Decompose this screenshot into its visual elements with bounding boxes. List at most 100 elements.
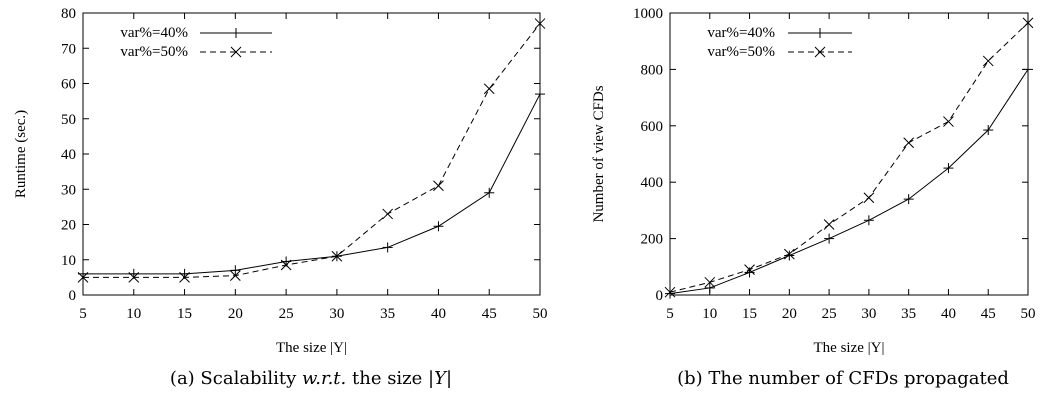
series-2-point [77, 272, 89, 283]
x-tick-label: 25 [822, 306, 837, 322]
series-2-point [704, 276, 716, 288]
x-tick-label: 10 [702, 306, 717, 322]
series-1-point [535, 89, 545, 100]
series-2-point [903, 137, 915, 149]
legend-marker-2 [230, 46, 242, 58]
legend-label-1: var%=40% [120, 25, 188, 41]
series-2-point [179, 272, 190, 283]
y-tick-label: 10 [61, 253, 76, 269]
y-axis-label: Runtime (sec.) [13, 110, 29, 198]
y-tick-label: 200 [641, 232, 664, 248]
caption-a-math: |Y| [428, 368, 452, 389]
chart-runtime: 5 10 15 20 25 30 35 40 45 50 0 10 20 30 40 50 60 70 80 The… [13, 6, 548, 356]
y-tick-label: 0 [69, 288, 77, 304]
x-axis-label: The size |Y| [276, 340, 347, 356]
caption-a: (a) Scalability w.r.t. the size |Y| [170, 368, 452, 389]
x-tick-label: 40 [941, 306, 956, 322]
x-tick-label: 35 [380, 306, 395, 322]
x-tick-label: 30 [329, 306, 344, 322]
x-tick-label: 15 [742, 306, 757, 322]
series-2-point [943, 116, 954, 127]
x-tick-label: 30 [861, 306, 876, 322]
series-1-point [665, 288, 675, 299]
y-tick-label: 70 [61, 41, 76, 57]
series-1-point [824, 233, 835, 244]
series-2-point [783, 248, 795, 260]
series-line-2 [83, 23, 541, 278]
caption-b: (b) The number of CFDs propagated [677, 368, 1009, 389]
y-tick-label: 0 [656, 288, 664, 304]
y-tick-label: 80 [61, 6, 76, 22]
series-2-point [863, 192, 875, 204]
caption-a-prefix: (a) Scalability [170, 368, 302, 389]
x-tick-label: 45 [981, 306, 996, 322]
series-1-point [484, 187, 495, 198]
series-1-point [382, 242, 393, 253]
series-1-point [704, 282, 715, 293]
caption-a-italic: w.r.t. [302, 368, 346, 389]
legend-marker-1 [231, 28, 241, 38]
x-tick-label: 40 [431, 306, 446, 322]
legend: var%=40% var%=50% [120, 25, 272, 60]
x-axis-label: The size |Y| [814, 340, 885, 356]
series-2-point [229, 270, 241, 281]
x-tick-label: 50 [1021, 306, 1036, 322]
y-tick-label: 800 [641, 62, 664, 78]
y-tick-label: 50 [61, 112, 76, 128]
series-line-2 [669, 22, 1029, 293]
legend-label-2: var%=50% [120, 44, 188, 60]
ticks-group: 5 10 15 20 25 30 35 40 45 50 0 10 20 30 40 50 60 70 80 [61, 6, 548, 322]
ticks-group: 5 10 15 20 25 30 35 40 45 50 0 200 400 600 800 1000 [633, 6, 1036, 322]
series-2-point [823, 219, 835, 230]
series-2-point [280, 259, 292, 271]
y-axis-label: Number of view CFDs [591, 85, 607, 222]
series-line-1 [83, 93, 541, 275]
plot-frame [669, 12, 1029, 296]
series-2-point [331, 250, 343, 262]
series-layer [664, 17, 1034, 299]
series-1-point [983, 125, 994, 136]
x-tick-label: 10 [126, 306, 141, 322]
legend: var%=40% var%=50% [707, 25, 852, 60]
x-tick-label: 20 [782, 306, 797, 322]
series-2-point [744, 264, 755, 275]
y-tick-label: 20 [61, 218, 76, 234]
chart-view-cfds: 5 10 15 20 25 30 35 40 45 50 0 200 400 600 800 1000 The… [591, 6, 1036, 356]
series-2-point [128, 272, 140, 283]
x-tick-label: 15 [177, 306, 192, 322]
legend-marker-2 [814, 46, 826, 58]
x-tick-label: 35 [901, 306, 916, 322]
legend-label-1: var%=40% [707, 25, 775, 41]
series-1-point [863, 215, 874, 226]
series-1-point [433, 221, 444, 232]
y-tick-label: 600 [641, 119, 664, 135]
x-tick-label: 25 [279, 306, 294, 322]
series-2-point [1022, 17, 1034, 29]
x-tick-label: 50 [533, 306, 548, 322]
y-tick-label: 1000 [633, 6, 663, 22]
caption-a-mid: the size [346, 368, 428, 389]
series-2-point [483, 83, 495, 95]
series-layer [77, 18, 546, 283]
legend-marker-1 [815, 28, 825, 38]
x-tick-label: 20 [228, 306, 243, 322]
series-2-point [982, 55, 994, 67]
series-line-1 [669, 69, 1029, 295]
series-2-point [534, 18, 546, 29]
series-1-point [903, 194, 914, 205]
series-1-point [943, 163, 954, 174]
y-tick-label: 400 [641, 175, 664, 191]
y-tick-label: 40 [61, 147, 76, 163]
y-tick-label: 60 [61, 77, 76, 93]
series-2-point [433, 180, 444, 192]
x-tick-label: 5 [79, 306, 87, 322]
x-tick-label: 45 [482, 306, 497, 322]
series-1-point [230, 265, 241, 276]
series-1-point [1023, 64, 1033, 75]
series-2-point [664, 286, 676, 298]
series-2-point [382, 208, 394, 220]
y-tick-label: 30 [61, 182, 76, 198]
legend-label-2: var%=50% [707, 44, 775, 60]
x-tick-label: 5 [666, 306, 674, 322]
